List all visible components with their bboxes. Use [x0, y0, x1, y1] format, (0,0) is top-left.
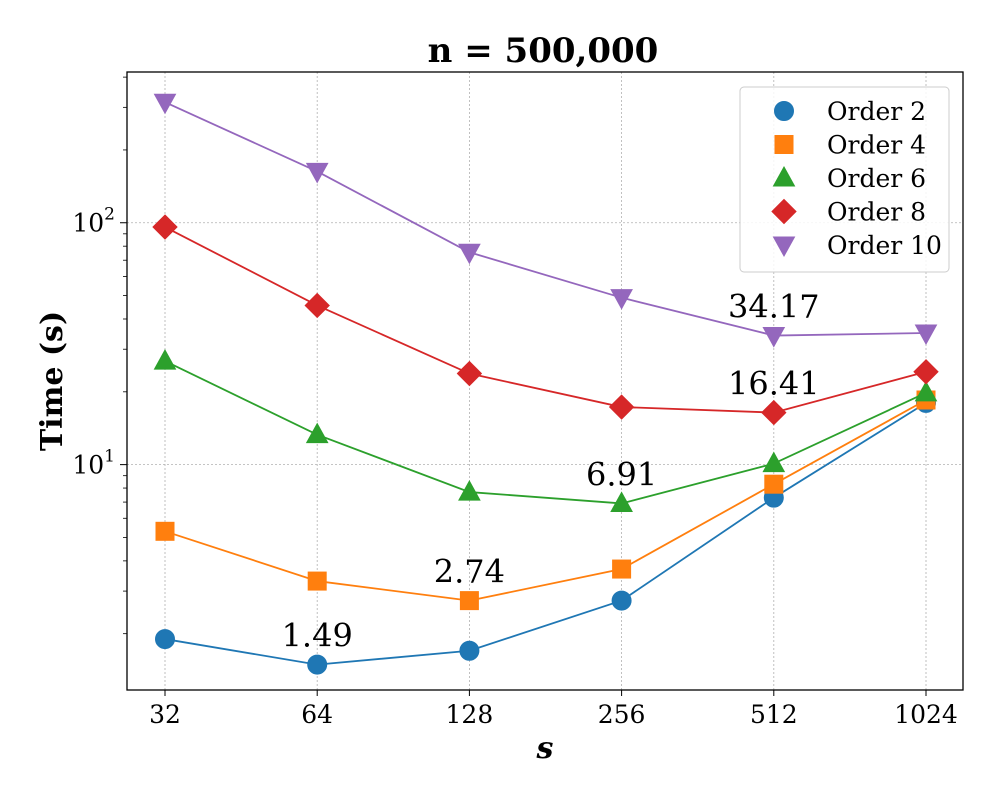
- data-point: [612, 559, 632, 579]
- legend-label: Order 10: [827, 231, 942, 260]
- x-tick-label: 32: [149, 700, 181, 729]
- legend-marker: [772, 165, 796, 187]
- data-point: [456, 360, 483, 387]
- legend-marker: [771, 198, 797, 225]
- data-point: [153, 93, 177, 115]
- chart-title: n = 500,000: [428, 31, 659, 71]
- data-point: [608, 394, 635, 420]
- data-point: [304, 292, 330, 319]
- y-tick-label: 102: [72, 205, 115, 238]
- x-tick-label: 1024: [894, 700, 958, 729]
- data-point: [458, 480, 481, 501]
- data-point: [610, 491, 633, 512]
- data-point: [913, 359, 939, 385]
- data-point: [610, 289, 633, 310]
- legend-marker: [774, 135, 794, 154]
- data-point: [152, 214, 178, 240]
- x-tick-label: 64: [301, 700, 333, 729]
- data-point: [305, 422, 329, 444]
- data-point: [307, 654, 328, 675]
- legend-box: [739, 86, 950, 273]
- legend: Order 2 Order 4 Order 6 Order 8 Order 10: [739, 86, 950, 273]
- data-label: 34.17: [728, 288, 820, 326]
- x-tick-label: 512: [750, 700, 798, 729]
- data-point: [762, 327, 786, 348]
- data-label: 16.41: [728, 365, 820, 403]
- data-label: 2.74: [434, 553, 505, 591]
- data-point: [155, 521, 175, 541]
- legend-marker: [774, 101, 794, 121]
- series-line: [164, 402, 927, 666]
- series-line: [164, 360, 927, 505]
- data-point: [611, 590, 632, 611]
- series-2: [155, 390, 936, 611]
- data-point: [459, 640, 480, 661]
- data-point: [914, 380, 938, 402]
- data-point: [305, 162, 329, 184]
- series-line: [164, 226, 927, 414]
- data-point: [764, 474, 784, 494]
- legend-label: Order 8: [827, 198, 926, 227]
- y-axis-label: Time (s): [35, 311, 70, 451]
- x-tick-label: 128: [446, 700, 494, 729]
- series-5: [153, 93, 938, 348]
- legend-label: Order 4: [827, 131, 926, 160]
- data-point: [914, 324, 938, 346]
- data-point: [307, 571, 327, 591]
- data-point: [762, 451, 786, 473]
- data-point: [155, 629, 175, 650]
- series-3: [153, 349, 938, 512]
- ticks: 32 64 128 256 512 1024 101 102: [72, 76, 958, 729]
- data-label: 6.91: [586, 455, 657, 493]
- data-point: [459, 591, 479, 611]
- legend-label: Order 2: [827, 97, 926, 126]
- y-tick-label: 101: [72, 447, 115, 480]
- data-point: [153, 349, 177, 370]
- data-point: [761, 399, 787, 426]
- series-layer: [152, 93, 939, 675]
- legend-label: Order 6: [827, 164, 926, 193]
- x-axis-label: s: [536, 731, 554, 766]
- series-line: [164, 399, 927, 602]
- data-label: 1.49: [282, 617, 353, 655]
- data-point: [458, 243, 481, 265]
- series-line: [164, 101, 927, 337]
- axes-frame: [126, 71, 964, 691]
- legend-marker: [772, 236, 796, 258]
- annotations: 1.49 2.74 6.91 16.41 34.17: [282, 288, 820, 655]
- series-4: [152, 214, 939, 426]
- x-tick-label: 256: [598, 700, 646, 729]
